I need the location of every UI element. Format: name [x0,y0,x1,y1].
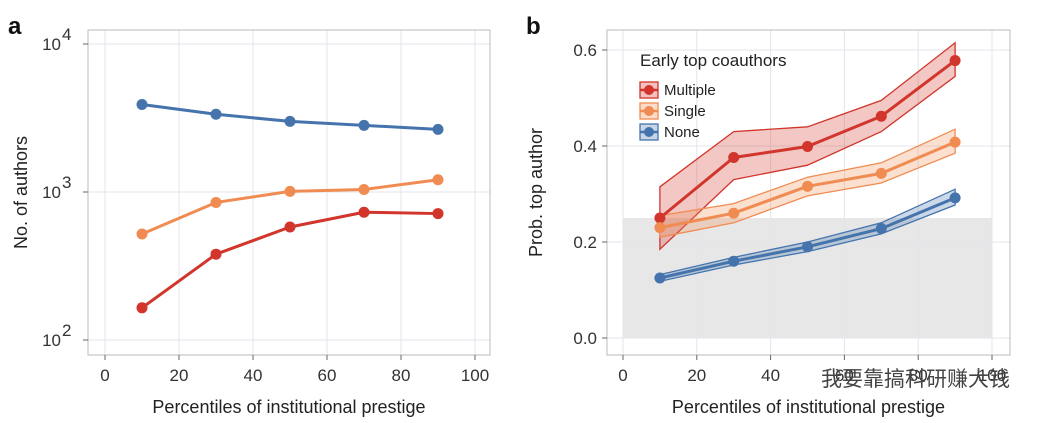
panel-letter-b: b [526,13,541,40]
plot-frame-b [606,29,1011,356]
y-tick-label-a-2: 10 [42,35,61,54]
point-b-none-2 [802,241,813,253]
point-b-none-0 [654,272,666,284]
x-tick-label-a-5: 100 [461,366,489,385]
point-a-none-0 [136,99,148,111]
x-tick-label-b-1: 20 [687,366,706,385]
x-tick-label-b-3: 60 [835,366,854,385]
point-b-multiple-2 [802,140,813,152]
point-a-none-2 [284,115,296,127]
point-a-single-4 [432,174,444,186]
x-tick-label-b-0: 0 [618,366,627,385]
y-tick-label-b-1: 0.2 [573,233,597,252]
x-tick-label-b-2: 40 [761,366,780,385]
x-tick-label-a-1: 20 [170,366,189,385]
point-a-multiple-0 [136,302,148,314]
y-tick-exponent-a-1: 3 [62,173,71,192]
panel-b: b 0 20 40 60 80 100 0.0 0.2 0.4 0.6 Percentiles of… [526,13,1011,417]
point-a-single-3 [358,183,370,195]
point-b-none-1 [728,255,740,267]
x-tick-label-a-2: 40 [244,366,263,385]
point-b-multiple-4 [949,55,961,67]
point-b-none-4 [949,192,961,204]
point-a-multiple-4 [432,208,444,220]
x-tick-label-b-5: 100 [978,366,1006,385]
watermark: 我要靠搞科研赚大钱 [821,367,1010,391]
point-a-single-0 [136,228,148,240]
x-tick-label-a-0: 0 [100,366,109,385]
y-tick-label-b-3: 0.6 [573,41,597,60]
point-b-multiple-1 [728,152,740,164]
legend-marker-none [644,127,654,137]
point-a-multiple-3 [358,206,370,218]
point-b-single-2 [802,180,813,192]
y-tick-exponent-a-0: 2 [62,321,71,340]
y-axis-label-b: Prob. top author [526,128,546,257]
point-b-multiple-0 [654,212,666,224]
y-axis-label-a: No. of authors [11,136,31,249]
y-tick-label-a-0: 10 [42,331,61,350]
x-axis-label-a: Percentiles of institutional prestige [152,397,425,417]
legend-marker-single [644,106,654,116]
x-tick-label-a-4: 80 [392,366,411,385]
point-b-single-3 [875,167,887,179]
point-a-multiple-1 [210,248,222,260]
y-tick-label-a-1: 10 [42,183,61,202]
y-tick-exponent-a-2: 4 [62,25,71,44]
y-tick-label-b-2: 0.4 [573,137,597,156]
point-a-none-4 [432,123,444,135]
legend-title: Early top coauthors [640,51,786,70]
legend-label-single: Single [664,103,706,120]
point-a-single-1 [210,196,222,208]
point-a-none-1 [210,108,222,120]
panel-letter-a: a [8,13,22,40]
point-b-multiple-3 [875,110,887,122]
point-a-multiple-2 [284,221,296,233]
legend-label-multiple: Multiple [664,82,716,99]
y-tick-label-b-0: 0.0 [573,329,597,348]
point-b-single-4 [949,136,961,148]
legend-label-none: None [664,124,700,141]
point-b-single-1 [728,207,740,219]
point-b-none-3 [875,223,887,235]
x-axis-label-b: Percentiles of institutional prestige [672,397,945,417]
x-tick-label-a-3: 60 [318,366,337,385]
x-tick-label-b-4: 80 [909,366,928,385]
legend-marker-multiple [644,85,654,95]
point-a-single-2 [284,185,296,197]
point-a-none-3 [358,119,370,131]
point-b-single-0 [654,222,666,234]
baseline-shaded-region [623,218,992,338]
